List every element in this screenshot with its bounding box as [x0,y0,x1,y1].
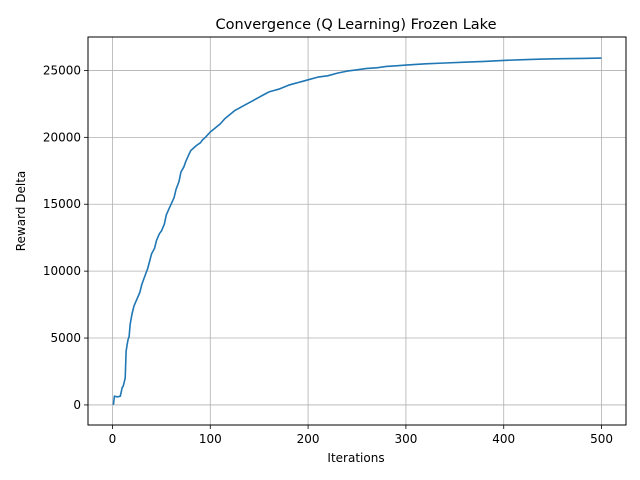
series-line [112,57,602,405]
x-tick-label: 300 [394,432,417,446]
y-tick-label: 5000 [50,331,81,345]
y-tick-label: 25000 [43,63,81,77]
y-tick-label: 20000 [43,130,81,144]
y-tick-label: 15000 [43,197,81,211]
x-tick-label: 100 [199,432,222,446]
y-tick-label: 10000 [43,264,81,278]
y-tick-label: 0 [73,398,81,412]
grid-lines [88,37,626,425]
x-tick-label: 400 [492,432,515,446]
chart-title: Convergence (Q Learning) Frozen Lake [215,17,496,33]
plot-series [112,57,602,405]
x-tick-label: 200 [297,432,320,446]
x-tick-label: 500 [590,432,613,446]
y-axis-label: Reward Delta [14,171,28,252]
x-tick-label: 0 [109,432,117,446]
x-axis-ticks: 0 100 200 300 400 500 [109,425,613,446]
plot-frame [87,36,627,426]
y-axis-ticks: 0 5000 10000 15000 20000 25000 [43,63,88,412]
x-axis-label: Iterations [327,451,384,465]
